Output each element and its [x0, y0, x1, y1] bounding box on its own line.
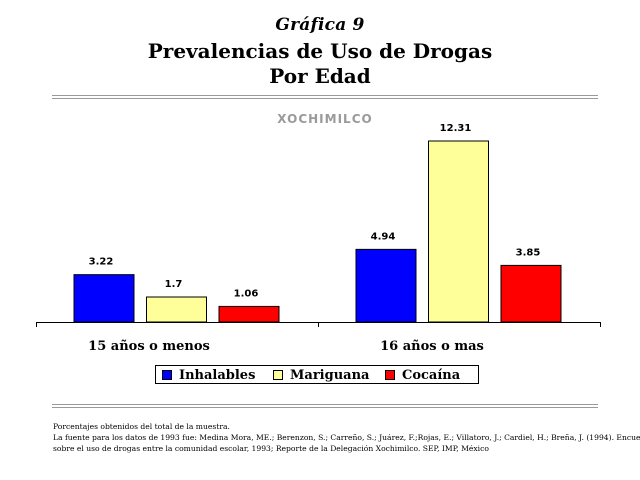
data-label-inhalables-2: 4.94: [371, 231, 396, 242]
title-line-1: Prevalencias de Uso de Drogas: [147, 39, 493, 63]
legend-item-cocaina: Cocaína: [385, 367, 460, 383]
divider-top-2: [52, 98, 598, 99]
divider-top-1: [52, 95, 598, 96]
category-label-2: 16 años o mas: [380, 339, 484, 354]
bar-cocaina-2: [500, 264, 562, 323]
bar-chart: XOCHIMILCO 3.22 4.94 1.7 12.31 1.06 3.85 15 año…: [36, 112, 601, 354]
title-line-2: Por Edad: [269, 64, 371, 88]
legend-item-inhalables: Inhalables: [162, 367, 255, 383]
chart-title: XOCHIMILCO: [277, 112, 372, 126]
chart-legend: Inhalables Mariguana Cocaína: [155, 365, 479, 384]
legend-label-inhalables: Inhalables: [179, 367, 256, 383]
footnote: Porcentajes obtenidos del total de la mu…: [53, 421, 640, 454]
divider-bottom-1: [52, 404, 598, 405]
legend-item-mariguana: Mariguana: [273, 367, 369, 383]
legend-swatch-inhalables: [162, 370, 172, 380]
legend-swatch-cocaina: [385, 370, 395, 380]
divider-bottom-2: [52, 407, 598, 408]
data-label-mariguana-1: 1.7: [165, 279, 183, 290]
bar-inhalables-1: [73, 274, 135, 323]
data-label-mariguana-2: 12.31: [440, 123, 472, 134]
footnote-line-1: Porcentajes obtenidos del total de la mu…: [53, 422, 230, 431]
footnote-line-3: sobre el uso de drogas entre la comunida…: [53, 444, 489, 453]
data-label-cocaina-2: 3.85: [516, 247, 541, 258]
data-label-cocaina-1: 1.06: [234, 288, 259, 299]
bar-inhalables-2: [355, 248, 417, 323]
bar-mariguana-2: [428, 140, 489, 323]
page-title: Prevalencias de Uso de Drogas Por Edad: [0, 39, 640, 89]
category-label-1: 15 años o menos: [88, 339, 210, 354]
legend-label-mariguana: Mariguana: [290, 367, 370, 383]
legend-swatch-mariguana: [273, 370, 283, 380]
footnote-line-2: La fuente para los datos de 1993 fue: Me…: [53, 433, 640, 442]
data-label-inhalables-1: 3.22: [89, 257, 114, 268]
graph-label: Gráfica 9: [275, 15, 365, 35]
bar-cocaina-1: [218, 305, 280, 323]
legend-label-cocaina: Cocaína: [402, 367, 461, 383]
bar-mariguana-1: [146, 296, 207, 323]
